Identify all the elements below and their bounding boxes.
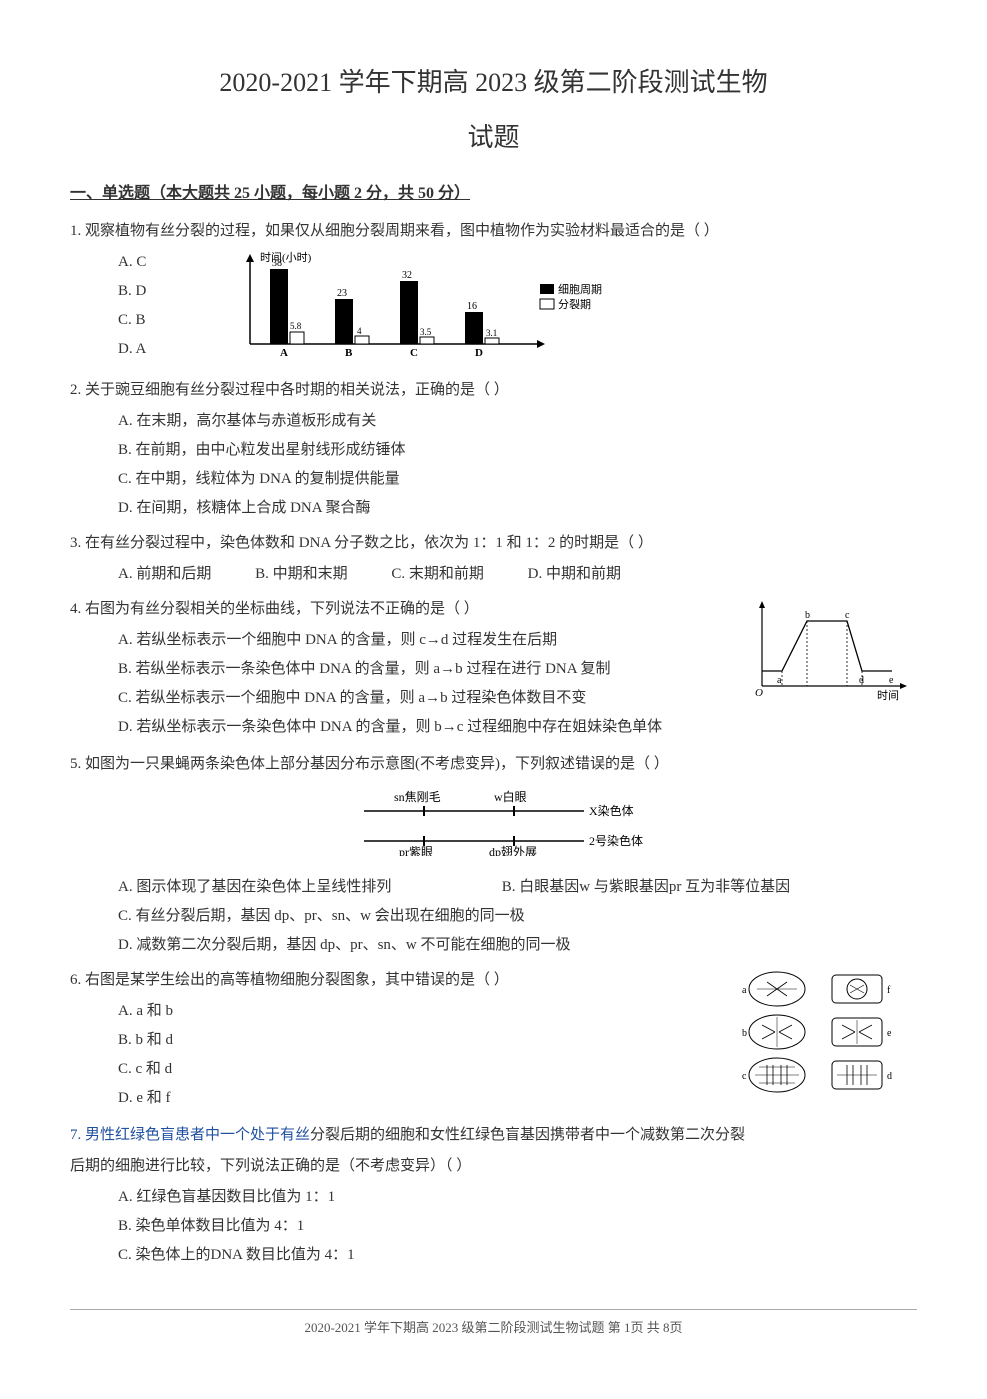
q6-option-c: C. c 和 d — [118, 1056, 737, 1083]
q7-option-b: B. 染色单体数目比值为 4：1 — [118, 1213, 917, 1240]
svg-text:时间(小时): 时间(小时) — [260, 251, 312, 264]
svg-text:e: e — [889, 675, 894, 686]
q1-option-c: C. B — [118, 307, 230, 334]
svg-text:C: C — [410, 347, 418, 359]
svg-text:dp翅外展: dp翅外展 — [489, 844, 537, 856]
q5-text: 5. 如图为一只果蝇两条染色体上部分基因分布示意图(不考虑变异)，下列叙述错误的… — [70, 751, 917, 778]
svg-text:38: 38 — [272, 258, 282, 269]
svg-text:b: b — [805, 610, 810, 621]
svg-text:w白眼: w白眼 — [494, 789, 527, 804]
q6-option-b: B. b 和 d — [118, 1027, 737, 1054]
svg-text:5.8: 5.8 — [290, 321, 302, 331]
q5-chromosome-diagram: sn焦刚毛 w白眼 X染色体 pr紫眼 dp翅外展 2号染色体 — [70, 786, 917, 866]
question-6: 6. 右图是某学生绘出的高等植物细胞分裂图象，其中错误的是（ ） A. a 和 … — [70, 967, 917, 1114]
svg-text:D: D — [475, 347, 483, 359]
q7-option-a: A. 红绿色盲基因数目比值为 1：1 — [118, 1184, 917, 1211]
q2-option-d: D. 在间期，核糖体上合成 DNA 聚合酶 — [118, 495, 917, 522]
q4-option-b: B. 若纵坐标表示一条染色体中 DNA 的含量，则 a→b 过程在进行 DNA … — [118, 656, 737, 683]
q1-option-b: B. D — [118, 278, 230, 305]
svg-text:a: a — [777, 675, 782, 686]
q4-option-c: C. 若纵坐标表示一个细胞中 DNA 的含量，则 a→b 过程染色体数目不变 — [118, 685, 737, 712]
svg-text:X染色体: X染色体 — [589, 803, 634, 818]
q6-text: 6. 右图是某学生绘出的高等植物细胞分裂图象，其中错误的是（ ） — [70, 967, 737, 994]
q7-option-c: C. 染色体上的DNA 数目比值为 4：1 — [118, 1242, 917, 1269]
svg-text:A: A — [280, 347, 288, 359]
q2-option-c: C. 在中期，线粒体为 DNA 的复制提供能量 — [118, 466, 917, 493]
svg-text:分裂期: 分裂期 — [558, 298, 591, 311]
q2-option-a: A. 在末期，高尔基体与赤道板形成有关 — [118, 408, 917, 435]
q3-option-b: B. 中期和末期 — [255, 561, 348, 588]
page-title: 2020-2021 学年下期高 2023 级第二阶段测试生物 — [70, 60, 917, 107]
q1-option-a: A. C — [118, 249, 230, 276]
q4-text: 4. 右图为有丝分裂相关的坐标曲线，下列说法不正确的是（ ） — [70, 596, 737, 623]
q6-option-a: A. a 和 b — [118, 998, 737, 1025]
q7-text-rest: 分裂后期的细胞和女性红绿色盲基因携带者中一个减数第二次分裂 — [310, 1127, 745, 1143]
q3-option-d: D. 中期和前期 — [528, 561, 621, 588]
svg-text:3.1: 3.1 — [486, 328, 497, 338]
svg-text:4: 4 — [357, 326, 362, 336]
question-3: 3. 在有丝分裂过程中，染色体数和 DNA 分子数之比，依次为 1：1 和 1：… — [70, 530, 917, 588]
q4-line-chart: O 时间 a b c d e — [737, 596, 917, 716]
question-7: 7. 男性红绿色盲患者中一个处于有丝分裂后期的细胞和女性红绿色盲基因携带者中一个… — [70, 1122, 917, 1269]
svg-text:sn焦刚毛: sn焦刚毛 — [394, 790, 441, 804]
q1-option-d: D. A — [118, 336, 230, 363]
svg-text:b: b — [742, 1028, 747, 1039]
section-header: 一、单选题（本大题共 25 小题，每小题 2 分，共 50 分） — [70, 180, 917, 209]
q4-option-a: A. 若纵坐标表示一个细胞中 DNA 的含量，则 c→d 过程发生在后期 — [118, 627, 737, 654]
svg-text:d: d — [859, 675, 864, 686]
q3-text: 3. 在有丝分裂过程中，染色体数和 DNA 分子数之比，依次为 1：1 和 1：… — [70, 530, 917, 557]
svg-text:3.5: 3.5 — [420, 327, 432, 337]
svg-text:f: f — [887, 985, 891, 996]
svg-text:2号染色体: 2号染色体 — [589, 833, 643, 848]
question-1: 1. 观察植物有丝分裂的过程，如果仅从细胞分裂周期来看，图中植物作为实验材料最适… — [70, 218, 917, 369]
question-2: 2. 关于豌豆细胞有丝分裂过程中各时期的相关说法，正确的是（ ） A. 在末期，… — [70, 377, 917, 522]
page-subtitle: 试题 — [70, 115, 917, 162]
q6-cell-diagram: a f b e c — [737, 967, 917, 1107]
q1-text: 1. 观察植物有丝分裂的过程，如果仅从细胞分裂周期来看，图中植物作为实验材料最适… — [70, 218, 917, 245]
svg-text:32: 32 — [402, 270, 412, 281]
q5-option-d: D. 减数第二次分裂后期，基因 dp、pr、sn、w 不可能在细胞的同一极 — [118, 932, 917, 959]
q1-bar-chart: 时间(小时) 38 5.8 A 23 4 B 32 3.5 C — [230, 249, 917, 369]
svg-text:时间: 时间 — [877, 689, 899, 702]
svg-text:细胞周期: 细胞周期 — [558, 283, 602, 296]
svg-text:e: e — [887, 1028, 892, 1039]
svg-text:c: c — [742, 1071, 747, 1082]
q2-text: 2. 关于豌豆细胞有丝分裂过程中各时期的相关说法，正确的是（ ） — [70, 377, 917, 404]
page-footer: 2020-2021 学年下期高 2023 级第二阶段测试生物试题 第 1页 共 … — [70, 1309, 917, 1339]
q7-text-highlighted: 7. 男性红绿色盲患者中一个处于有丝 — [70, 1127, 310, 1143]
q3-option-a: A. 前期和后期 — [118, 561, 211, 588]
q7-text-line2: 后期的细胞进行比较，下列说法正确的是（不考虑变异）（ ） — [70, 1153, 917, 1180]
q2-option-b: B. 在前期，由中心粒发出星射线形成纺锤体 — [118, 437, 917, 464]
q5-option-c: C. 有丝分裂后期，基因 dp、pr、sn、w 会出现在细胞的同一极 — [118, 903, 917, 930]
q5-option-b: B. 白眼基因w 与紫眼基因pr 互为非等位基因 — [502, 879, 790, 895]
svg-text:d: d — [887, 1071, 892, 1082]
q6-option-d: D. e 和 f — [118, 1085, 737, 1112]
svg-text:c: c — [845, 610, 850, 621]
svg-text:B: B — [345, 347, 353, 359]
svg-text:O: O — [755, 687, 763, 699]
question-4: 4. 右图为有丝分裂相关的坐标曲线，下列说法不正确的是（ ） A. 若纵坐标表示… — [70, 596, 917, 743]
svg-text:pr紫眼: pr紫眼 — [399, 845, 433, 856]
svg-text:a: a — [742, 985, 747, 996]
question-5: 5. 如图为一只果蝇两条染色体上部分基因分布示意图(不考虑变异)，下列叙述错误的… — [70, 751, 917, 959]
svg-text:23: 23 — [337, 288, 347, 299]
q4-option-d: D. 若纵坐标表示一条染色体中 DNA 的含量，则 b→c 过程细胞中存在姐妹染… — [118, 714, 737, 741]
q3-option-c: C. 末期和前期 — [391, 561, 484, 588]
svg-text:16: 16 — [467, 301, 477, 312]
q5-option-a: A. 图示体现了基因在染色体上呈线性排列 — [118, 874, 498, 901]
